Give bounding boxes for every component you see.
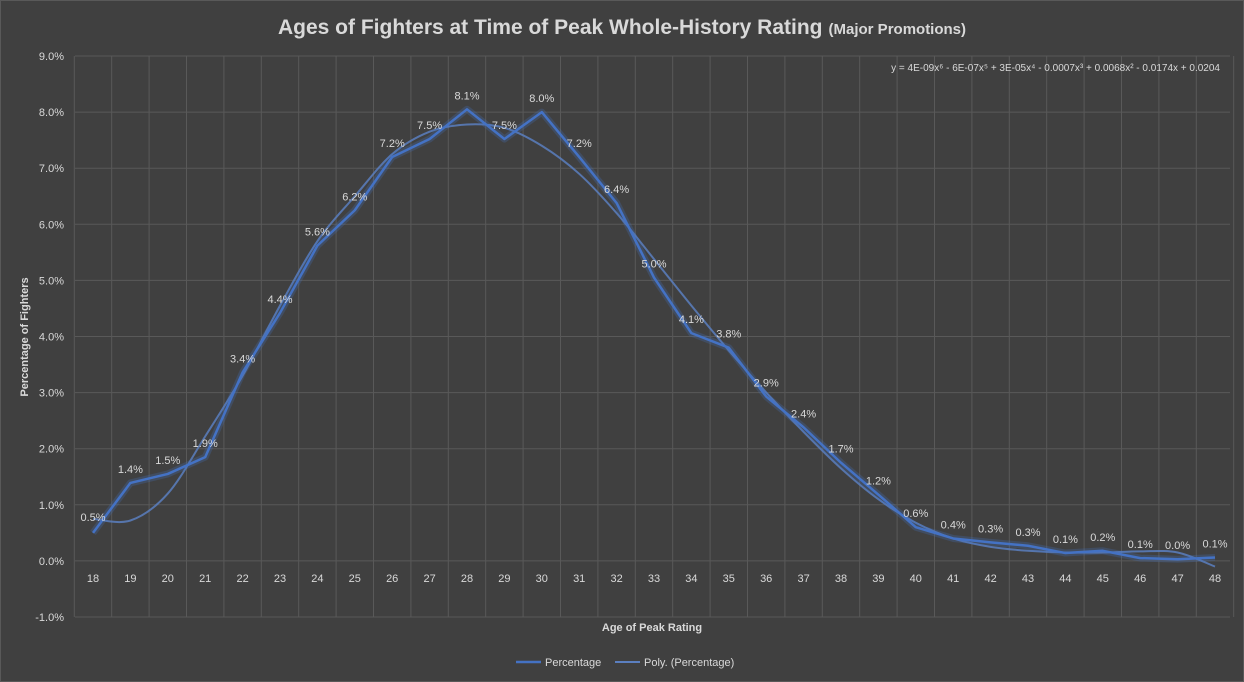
y-tick-label: 8.0% — [39, 107, 64, 119]
x-tick-label: 33 — [648, 573, 660, 585]
data-label: 6.4% — [604, 184, 629, 196]
data-label: 3.8% — [716, 329, 741, 341]
y-tick-label: 0.0% — [39, 556, 64, 568]
data-label: 6.2% — [342, 191, 367, 203]
y-tick-labels: 9.0% 8.0% 7.0% 6.0% 5.0% 4.0% 3.0% 2.0% 1.0% 0.0%… — [35, 51, 64, 624]
chart-title-main: Ages of Fighters at Time of Peak Whole-H… — [278, 16, 823, 39]
data-label: 1.5% — [155, 455, 180, 467]
x-tick-label: 21 — [199, 573, 211, 585]
x-tick-label: 28 — [461, 573, 473, 585]
x-tick-label: 41 — [947, 573, 959, 585]
x-tick-label: 27 — [423, 573, 435, 585]
x-tick-label: 26 — [386, 573, 398, 585]
series-line-poly-percentage — [92, 123, 1216, 568]
y-tick-label: -1.0% — [35, 612, 64, 624]
data-label: 2.4% — [791, 408, 816, 420]
x-tick-labels: 18 19 20 21 22 23 24 25 26 27 28 29 30 31 32 33 34 35 36 37… — [87, 573, 1221, 585]
data-label: 5.6% — [305, 227, 330, 239]
data-label: 2.9% — [754, 378, 779, 390]
y-tick-label: 7.0% — [39, 163, 64, 175]
x-tick-label: 24 — [311, 573, 323, 585]
series-layer — [90, 105, 1216, 563]
x-tick-label: 45 — [1097, 573, 1109, 585]
x-tick-label: 29 — [498, 573, 510, 585]
x-tick-label: 37 — [797, 573, 809, 585]
trendline-equation: y = 4E-09x⁶ - 6E-07x⁵ + 3E-05x⁴ - 0.0007… — [891, 63, 1220, 74]
x-tick-label: 38 — [835, 573, 847, 585]
data-label: 7.2% — [567, 138, 592, 150]
y-tick-label: 5.0% — [39, 275, 64, 287]
data-label: 0.0% — [1165, 540, 1190, 552]
x-tick-label: 32 — [610, 573, 622, 585]
x-tick-label: 47 — [1171, 573, 1183, 585]
y-tick-label: 3.0% — [39, 388, 64, 400]
data-label: 1.9% — [193, 438, 218, 450]
y-axis-title: Percentage of Fighters — [19, 277, 31, 396]
data-label: 4.1% — [679, 314, 704, 326]
x-tick-label: 19 — [124, 573, 136, 585]
x-axis-title: Age of Peak Rating — [602, 622, 702, 634]
y-tick-label: 6.0% — [39, 219, 64, 231]
x-tick-label: 46 — [1134, 573, 1146, 585]
series-line-percentage — [91, 108, 1216, 561]
data-label: 0.6% — [903, 508, 928, 520]
chart-title: Ages of Fighters at Time of Peak Whole-H… — [278, 16, 966, 39]
x-tick-label: 42 — [984, 573, 996, 585]
x-tick-label: 23 — [274, 573, 286, 585]
x-tick-label: 35 — [723, 573, 735, 585]
x-tick-label: 22 — [236, 573, 248, 585]
data-label: 0.3% — [1015, 527, 1040, 539]
data-label: 1.7% — [828, 444, 853, 456]
data-label: 5.0% — [641, 259, 666, 271]
y-tick-label: 9.0% — [39, 51, 64, 63]
data-label: 7.2% — [380, 138, 405, 150]
chart-title-sub: (Major Promotions) — [829, 21, 967, 38]
x-tick-label: 39 — [872, 573, 884, 585]
x-tick-label: 20 — [162, 573, 174, 585]
data-label: 8.0% — [529, 93, 554, 105]
x-tick-label: 36 — [760, 573, 772, 585]
trendline-layer — [92, 123, 1216, 568]
data-label: 8.1% — [454, 90, 479, 102]
data-labels: 0.5% 1.4% 1.5% 1.9% 3.4% 4.4% 5.6% 6.2% 7.2% 7.5%… — [80, 90, 1227, 552]
x-tick-label: 31 — [573, 573, 585, 585]
data-label: 0.5% — [80, 512, 105, 524]
x-tick-label: 25 — [349, 573, 361, 585]
data-label: 0.1% — [1128, 539, 1153, 551]
data-label: 1.2% — [866, 476, 891, 488]
data-label: 0.1% — [1202, 539, 1227, 551]
legend-label-poly: Poly. (Percentage) — [644, 657, 734, 669]
x-tick-label: 18 — [87, 573, 99, 585]
y-tick-label: 1.0% — [39, 500, 64, 512]
y-tick-label: 2.0% — [39, 444, 64, 456]
x-tick-label: 34 — [685, 573, 697, 585]
data-label: 4.4% — [267, 294, 292, 306]
x-tick-label: 40 — [910, 573, 922, 585]
y-tick-label: 4.0% — [39, 332, 64, 344]
legend-label-percentage: Percentage — [545, 657, 601, 669]
legend[interactable]: Percentage Poly. (Percentage) — [516, 657, 734, 669]
x-tick-label: 44 — [1059, 573, 1071, 585]
x-tick-label: 43 — [1022, 573, 1034, 585]
x-tick-label: 48 — [1209, 573, 1221, 585]
data-label: 0.1% — [1053, 534, 1078, 546]
data-label: 7.5% — [417, 120, 442, 132]
data-label: 3.4% — [230, 353, 255, 365]
data-label: 0.3% — [978, 523, 1003, 535]
data-label: 1.4% — [118, 464, 143, 476]
grid-layer — [73, 55, 1235, 618]
data-label: 0.4% — [941, 519, 966, 531]
data-label: 0.2% — [1090, 532, 1115, 544]
x-tick-label: 30 — [536, 573, 548, 585]
data-label: 7.5% — [492, 120, 517, 132]
